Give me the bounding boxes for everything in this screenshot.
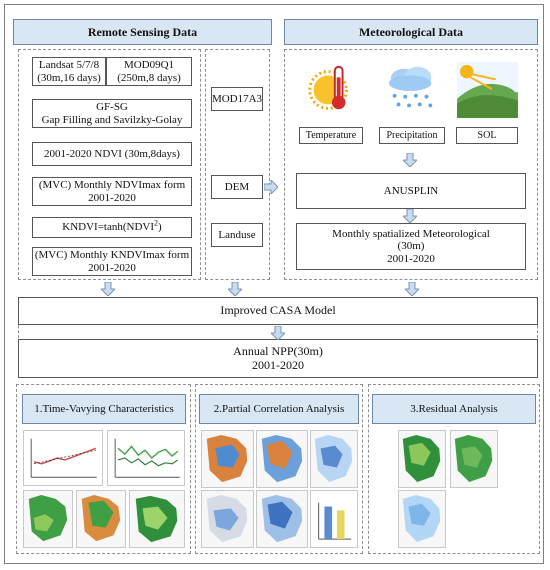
arrow-down-left bbox=[101, 282, 115, 296]
spatialized-line2: (30m) bbox=[397, 240, 425, 253]
remote-sensing-header: Remote Sensing Data bbox=[13, 19, 272, 45]
mod17a3-text: MOD17A3 bbox=[211, 92, 263, 105]
sol-label: SOL bbox=[456, 127, 518, 144]
landsat-line2: (30m,16 days) bbox=[37, 71, 101, 84]
mod17a3-box: MOD17A3 bbox=[211, 87, 263, 111]
temperature-illustration bbox=[300, 59, 360, 117]
mod09q1-line1: MOD09Q1 bbox=[123, 58, 175, 71]
partial-map-4 bbox=[201, 490, 254, 548]
mod09q1-box: MOD09Q1 (250m,8 days) bbox=[106, 57, 192, 86]
residual-map-2 bbox=[450, 430, 498, 488]
trend-chart-right bbox=[107, 430, 185, 486]
kndvi-sup: 2 bbox=[154, 218, 159, 228]
landuse-box: Landuse bbox=[211, 223, 263, 247]
sun-landscape-icon bbox=[457, 62, 518, 118]
residual-map-3 bbox=[398, 490, 446, 548]
ndvi-text: 2001-2020 NDVI (30m,8days) bbox=[44, 147, 180, 160]
time-map-2 bbox=[76, 490, 126, 548]
residual-group bbox=[368, 384, 540, 554]
kndvi-prefix: KNDVI=tanh(NDVI bbox=[62, 221, 155, 234]
ndvi-box: 2001-2020 NDVI (30m,8days) bbox=[32, 142, 192, 166]
mvc-ndvi-box: (MVC) Monthly NDVImax form 2001-2020 bbox=[32, 177, 192, 206]
temperature-icon bbox=[308, 65, 348, 110]
partial-map-3 bbox=[310, 430, 358, 488]
meteorological-header: Meteorological Data bbox=[284, 19, 538, 45]
arrow-down-right bbox=[405, 282, 419, 296]
time-map-1 bbox=[23, 490, 73, 548]
dem-text: DEM bbox=[224, 180, 250, 193]
sol-illustration bbox=[456, 61, 519, 119]
time-map-3 bbox=[129, 490, 185, 548]
partial-bar-chart bbox=[310, 490, 358, 548]
arrow-down-mid-process bbox=[403, 209, 417, 223]
anusplin-box: ANUSPLIN bbox=[296, 173, 526, 209]
remote-sensing-group bbox=[18, 49, 201, 280]
kndvi-suffix: ) bbox=[158, 221, 162, 234]
spatialized-line3: 2001-2020 bbox=[387, 252, 435, 265]
time-varying-title: 1.Time-Vavying Characteristics bbox=[22, 394, 186, 424]
mvc-ndvi-line1: (MVC) Monthly NDVImax form bbox=[38, 178, 186, 191]
npp-box: Annual NPP(30m) 2001-2020 bbox=[18, 339, 538, 378]
npp-line2: 2001-2020 bbox=[252, 357, 304, 372]
residual-map-1 bbox=[398, 430, 446, 488]
partial-correlation-title: 2.Partial Correlation Analysis bbox=[199, 394, 359, 424]
landsat-line1: Landsat 5/7/8 bbox=[38, 58, 100, 71]
mvc-ndvi-line2: 2001-2020 bbox=[88, 191, 136, 204]
diagram-frame bbox=[4, 4, 544, 564]
residual-title: 3.Residual Analysis bbox=[372, 394, 536, 424]
anusplin-text: ANUSPLIN bbox=[383, 184, 439, 197]
ancillary-group bbox=[205, 49, 270, 280]
gfsg-box: GF-SG Gap Filling and Savilzky-Golay bbox=[32, 99, 192, 128]
meteorological-group bbox=[284, 49, 538, 280]
trend-chart-left bbox=[23, 430, 103, 486]
mvc-kndvi-box: (MVC) Monthly KNDVImax form 2001-2020 bbox=[32, 247, 192, 276]
precipitation-illustration bbox=[380, 60, 444, 118]
time-varying-group bbox=[16, 384, 191, 554]
partial-map-5 bbox=[256, 490, 308, 548]
npp-line1: Annual NPP(30m) bbox=[233, 343, 323, 358]
arrow-down-middle bbox=[228, 282, 242, 296]
kndvi-box: KNDVI=tanh(NDVI2) bbox=[32, 217, 192, 238]
arrow-right-dem bbox=[264, 180, 278, 194]
gfsg-line2: Gap Filling and Savilzky-Golay bbox=[41, 113, 183, 126]
dem-box: DEM bbox=[211, 175, 263, 199]
mod09q1-line2: (250m,8 days) bbox=[117, 71, 181, 84]
kndvi-formula: KNDVI=tanh(NDVI2) bbox=[62, 218, 162, 234]
casa-box: Improved CASA Model bbox=[18, 297, 538, 325]
precipitation-label: Precipitation bbox=[379, 127, 445, 144]
arrow-down-meteo bbox=[403, 153, 417, 167]
spatialized-box: Monthly spatialized Meteorological (30m)… bbox=[296, 223, 526, 270]
casa-text: Improved CASA Model bbox=[220, 303, 336, 318]
spatialized-line1: Monthly spatialized Meteorological bbox=[332, 227, 490, 240]
partial-map-1 bbox=[201, 430, 254, 488]
mvc-kndvi-line2: 2001-2020 bbox=[88, 261, 136, 274]
landsat-box: Landsat 5/7/8 (30m,16 days) bbox=[32, 57, 106, 86]
gfsg-line1: GF-SG bbox=[96, 100, 128, 113]
partial-map-2 bbox=[256, 430, 308, 488]
landuse-text: Landuse bbox=[218, 228, 256, 241]
partial-correlation-group bbox=[195, 384, 363, 554]
mvc-kndvi-line1: (MVC) Monthly KNDVImax form bbox=[34, 248, 190, 261]
arrow-down-casa bbox=[271, 326, 285, 340]
temperature-label: Temperature bbox=[299, 127, 363, 144]
rain-cloud-icon bbox=[388, 66, 433, 108]
